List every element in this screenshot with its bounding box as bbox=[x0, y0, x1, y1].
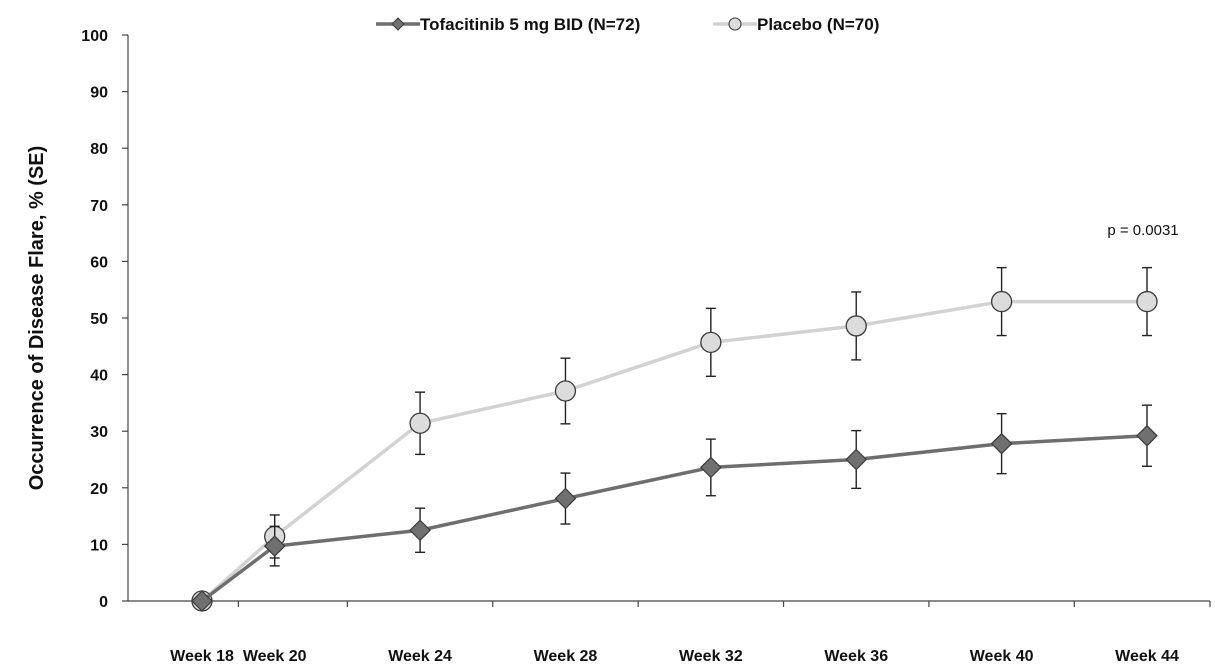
y-tick-label: 70 bbox=[90, 198, 108, 215]
p-value-annotation: p = 0.0031 bbox=[1107, 222, 1178, 239]
plot-area bbox=[191, 266, 1158, 612]
y-tick-label: 60 bbox=[90, 254, 108, 271]
y-tick-label: 20 bbox=[90, 481, 108, 498]
x-tick-label: Week 40 bbox=[970, 648, 1034, 664]
data-point bbox=[409, 519, 431, 542]
axes: 0 10 20 30 40 50 60 70 80 90 100 Week 18 Week 20 Week… bbox=[81, 28, 1211, 664]
legend-item-placebo: Placebo (N=70) bbox=[713, 15, 879, 34]
legend-marker bbox=[391, 17, 405, 31]
y-tick-label: 50 bbox=[90, 311, 108, 328]
series-placebo bbox=[191, 266, 1158, 612]
data-point bbox=[263, 535, 286, 557]
data-point bbox=[990, 290, 1013, 313]
data-point bbox=[700, 331, 722, 353]
data-point bbox=[191, 590, 213, 612]
legend: Tofacitinib 5 mg BID (N=72) Placebo (N=70… bbox=[376, 15, 879, 34]
legend-label: Placebo (N=70) bbox=[757, 15, 879, 34]
y-tick-label: 80 bbox=[90, 141, 108, 158]
data-point bbox=[409, 412, 431, 434]
y-tick-label: 40 bbox=[90, 368, 108, 385]
y-axis-title: Occurrence of Disease Flare, % (SE) bbox=[26, 146, 48, 491]
series-line bbox=[200, 299, 1147, 603]
data-point bbox=[1136, 290, 1158, 313]
x-tick-label: Week 36 bbox=[824, 648, 888, 664]
y-tick-label: 0 bbox=[99, 594, 108, 611]
series-tofacitinib bbox=[191, 404, 1158, 612]
legend-item-tofacitinib: Tofacitinib 5 mg BID (N=72) bbox=[376, 15, 640, 34]
legend-marker bbox=[728, 17, 742, 31]
y-tick-label: 100 bbox=[81, 28, 108, 45]
legend-label: Tofacitinib 5 mg BID (N=72) bbox=[420, 15, 640, 34]
x-tick-label: Week 18 bbox=[170, 648, 234, 664]
y-tick-label: 10 bbox=[90, 537, 108, 554]
data-point bbox=[699, 456, 722, 479]
data-point bbox=[554, 487, 577, 510]
x-tick-label: Week 32 bbox=[679, 648, 743, 664]
data-point bbox=[845, 448, 868, 471]
data-point bbox=[845, 315, 867, 337]
series-line bbox=[200, 433, 1148, 603]
x-tick-label: Week 44 bbox=[1115, 648, 1179, 664]
data-point bbox=[554, 380, 577, 402]
data-point bbox=[1136, 424, 1158, 447]
y-tick-label: 90 bbox=[90, 85, 108, 102]
data-point bbox=[990, 432, 1013, 455]
y-tick-label: 30 bbox=[90, 424, 108, 441]
x-tick-label: Week 24 bbox=[388, 648, 452, 664]
x-tick-label: Week 28 bbox=[534, 648, 598, 664]
x-tick-label: Week 20 bbox=[243, 648, 307, 664]
